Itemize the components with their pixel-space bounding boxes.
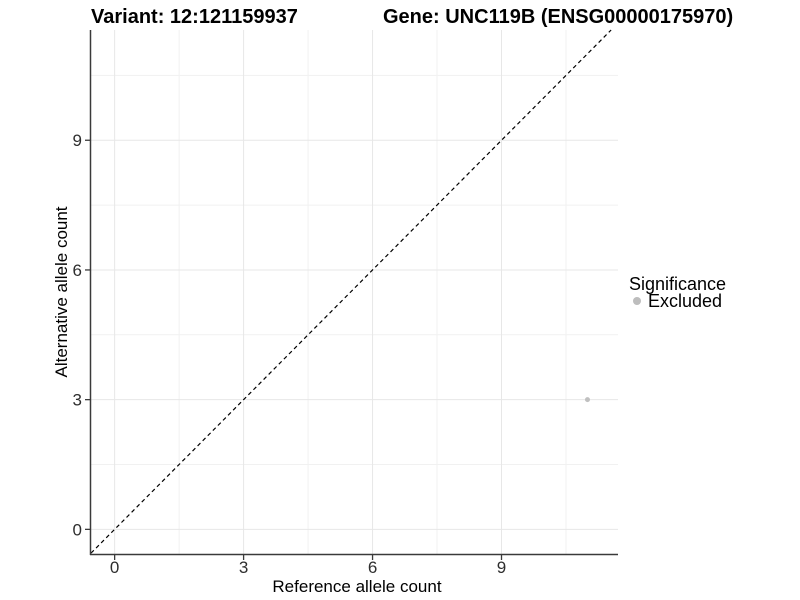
y-tick-labels: 0 3 6 9 bbox=[73, 131, 82, 539]
y-tick-label: 0 bbox=[73, 520, 82, 539]
identity-line bbox=[90, 29, 612, 554]
plot-title-gene: Gene: UNC119B (ENSG00000175970) bbox=[383, 6, 733, 28]
plot-title-variant: Variant: 12:121159937 bbox=[91, 6, 298, 28]
x-tick-label: 6 bbox=[368, 558, 377, 577]
plot-panel bbox=[91, 30, 618, 554]
data-points bbox=[584, 397, 590, 403]
y-tick-label: 9 bbox=[73, 131, 82, 150]
x-tick-label: 9 bbox=[497, 558, 506, 577]
grid-major-lines bbox=[91, 30, 618, 554]
x-tick-label: 0 bbox=[110, 558, 119, 577]
legend-key-dot-icon bbox=[633, 297, 641, 305]
x-axis-label: Reference allele count bbox=[272, 577, 441, 596]
axis-lines bbox=[89, 30, 618, 556]
y-tick-label: 6 bbox=[73, 261, 82, 280]
legend-title: Significance bbox=[629, 274, 726, 294]
tick-marks bbox=[85, 139, 503, 560]
x-tick-labels: 0 3 6 9 bbox=[110, 558, 506, 577]
legend: Significance Excluded bbox=[629, 274, 726, 311]
legend-item-label-excluded: Excluded bbox=[648, 291, 722, 311]
y-tick-label: 3 bbox=[73, 391, 82, 410]
x-tick-label: 3 bbox=[239, 558, 248, 577]
y-axis-label: Alternative allele count bbox=[52, 206, 71, 377]
data-point bbox=[584, 397, 590, 403]
